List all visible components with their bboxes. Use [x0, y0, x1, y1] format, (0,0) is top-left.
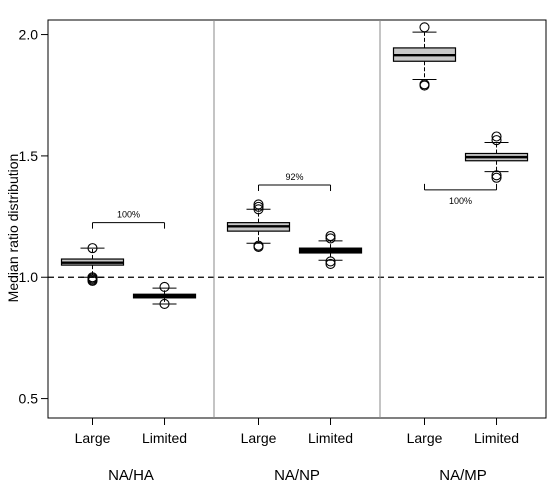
x-tick-label: Limited [142, 430, 187, 446]
outlier-point [325, 258, 336, 269]
group-label: NA/HA [108, 467, 154, 484]
y-tick-label: 2.0 [19, 27, 39, 43]
bracket-label: 100% [449, 196, 472, 206]
outlier-point [419, 22, 430, 33]
group-label: NA/MP [439, 467, 487, 484]
outlier-point [325, 233, 336, 244]
x-tick-label: Large [241, 430, 277, 446]
outlier-point [159, 281, 170, 293]
outlier-point [491, 172, 502, 183]
outlier-point [325, 230, 336, 242]
outlier-point [491, 135, 502, 146]
outlier-point [491, 131, 502, 142]
bracket-label: 100% [117, 210, 140, 220]
outlier-point [253, 241, 264, 252]
x-tick-label: Large [75, 430, 111, 446]
outlier-point [87, 272, 98, 283]
outlier-point [253, 204, 264, 215]
y-axis-label: Median ratio distribution [5, 154, 21, 303]
plot-frame [47, 19, 547, 419]
group-label: NA/NP [274, 467, 320, 484]
outlier-point [253, 199, 264, 210]
outlier-point [325, 256, 336, 267]
y-tick-label: 1.5 [19, 148, 39, 164]
plot-area: 0.5 1.0 1.5 2.0 Large Limited 100% NA/HA Large Li… [19, 19, 547, 484]
x-tick-label: Limited [308, 430, 353, 446]
y-tick-label: 1.0 [19, 269, 39, 285]
x-tick-label: Large [407, 430, 443, 446]
y-tick-label: 0.5 [19, 391, 39, 407]
bracket-label: 92% [286, 172, 304, 182]
outlier-point [253, 201, 264, 212]
x-tick-label: Limited [474, 430, 519, 446]
outlier-point [87, 243, 98, 254]
outlier-point [491, 170, 502, 181]
outlier-point [419, 79, 430, 90]
outlier-point [159, 298, 170, 309]
